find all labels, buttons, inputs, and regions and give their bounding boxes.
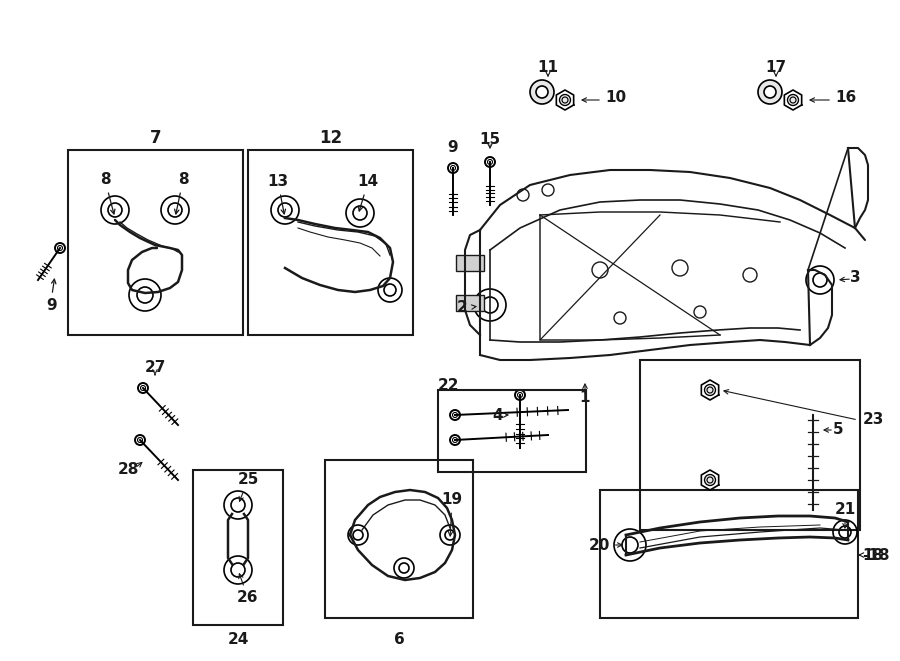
Text: 9: 9 (47, 297, 58, 313)
Text: -18: -18 (862, 547, 889, 563)
Text: 16: 16 (835, 91, 856, 106)
Text: 18: 18 (862, 547, 883, 563)
Bar (438, 390, 586, 472)
Bar (640, 360, 860, 530)
Circle shape (705, 475, 716, 485)
Circle shape (517, 189, 529, 201)
Text: 7: 7 (149, 129, 161, 147)
Circle shape (788, 95, 798, 106)
Bar (456, 255, 484, 271)
Circle shape (515, 390, 525, 400)
Bar (68, 150, 243, 335)
Circle shape (536, 86, 548, 98)
Text: 8: 8 (175, 173, 188, 214)
Text: 14: 14 (357, 175, 379, 211)
Circle shape (764, 86, 776, 98)
Text: 20: 20 (589, 537, 622, 553)
Text: 10: 10 (605, 91, 626, 106)
Text: 24: 24 (228, 633, 248, 648)
Text: 5: 5 (832, 422, 843, 438)
Circle shape (758, 80, 782, 104)
Text: 9: 9 (447, 141, 458, 155)
Text: 3: 3 (850, 270, 860, 286)
Text: 2: 2 (456, 301, 467, 315)
Bar (325, 460, 473, 618)
Text: 8: 8 (100, 173, 115, 214)
Text: 1: 1 (580, 391, 590, 405)
Circle shape (530, 80, 554, 104)
Text: 21: 21 (834, 502, 856, 528)
Circle shape (55, 243, 65, 253)
Circle shape (448, 163, 458, 173)
Bar (600, 490, 858, 618)
Bar (456, 295, 484, 311)
Text: 27: 27 (144, 360, 166, 375)
Text: 6: 6 (393, 633, 404, 648)
Text: 26: 26 (238, 574, 259, 605)
Circle shape (485, 157, 495, 167)
Text: 12: 12 (319, 129, 342, 147)
Text: 22: 22 (438, 379, 460, 393)
Text: 15: 15 (480, 132, 500, 147)
Text: 25: 25 (238, 473, 258, 501)
Text: 28: 28 (117, 463, 139, 477)
Text: 19: 19 (441, 492, 463, 536)
Text: 23: 23 (863, 412, 885, 428)
Circle shape (450, 410, 460, 420)
Text: 11: 11 (537, 61, 559, 75)
Bar (248, 150, 413, 335)
Circle shape (450, 435, 460, 445)
Text: 4: 4 (492, 407, 503, 422)
Circle shape (560, 95, 571, 106)
Circle shape (542, 184, 554, 196)
Text: 17: 17 (765, 61, 787, 75)
Bar (193, 470, 283, 625)
Circle shape (705, 385, 716, 395)
Text: 13: 13 (267, 175, 289, 214)
Circle shape (138, 383, 148, 393)
Circle shape (135, 435, 145, 445)
